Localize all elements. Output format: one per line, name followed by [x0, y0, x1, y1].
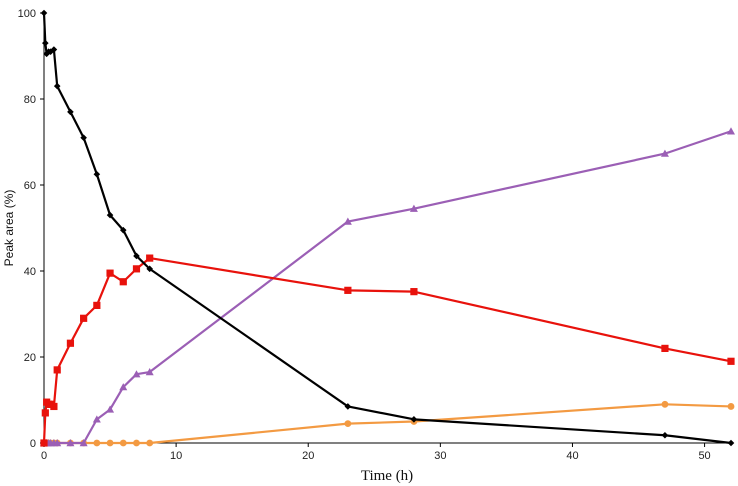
data-point-red-square [146, 254, 154, 262]
data-point-orange-circle [146, 439, 154, 447]
data-point-red-square [80, 314, 88, 322]
data-point-purple-triangle [119, 383, 128, 391]
data-point-purple-triangle [409, 204, 418, 212]
x-tick-label: 40 [566, 450, 578, 462]
data-point-black-diamond [93, 170, 101, 178]
data-point-black-diamond [146, 265, 153, 273]
y-tick-label: 20 [24, 352, 36, 364]
data-point-purple-triangle [343, 217, 352, 225]
data-point-red-square [344, 286, 352, 294]
data-point-purple-triangle [53, 439, 62, 447]
data-point-black-diamond [67, 108, 74, 116]
data-point-purple-triangle [66, 439, 75, 447]
series-line-orange-circle [44, 403, 732, 445]
data-point-red-square [132, 265, 141, 273]
data-point-black-diamond [119, 226, 127, 234]
y-tick-label: 40 [24, 266, 36, 278]
data-point-purple-triangle [132, 370, 141, 378]
data-point-orange-circle [727, 403, 735, 410]
labels: Time (h) Peak area (%) [2, 190, 413, 484]
data-point-red-square [727, 357, 735, 365]
data-point-red-square [50, 402, 58, 411]
data-point-black-diamond [410, 416, 418, 423]
data-point-black-diamond [661, 431, 669, 439]
data-point-red-square [41, 409, 49, 417]
series-line-purple-triangle [44, 130, 732, 445]
y-tick-label: 0 [30, 438, 36, 450]
series-orange-circle [40, 400, 735, 447]
x-tick-label: 0 [41, 450, 47, 462]
y-tick-label: 100 [18, 8, 36, 20]
x-tick-label: 30 [434, 450, 446, 462]
data-point-black-diamond [53, 82, 61, 90]
data-point-purple-triangle [106, 405, 115, 413]
data-point-red-square [66, 339, 75, 347]
data-point-purple-triangle [727, 127, 735, 135]
data-point-purple-triangle [79, 439, 88, 447]
data-point-purple-triangle [145, 368, 154, 376]
data-point-black-diamond [106, 211, 114, 219]
data-point-black-diamond [727, 439, 735, 447]
y-tick-label: 60 [24, 180, 36, 192]
data-point-purple-triangle [660, 149, 669, 157]
x-tick-label: 20 [302, 450, 314, 462]
data-point-red-square [106, 269, 114, 277]
data-point-red-square [53, 366, 61, 374]
series-purple-triangle [40, 127, 735, 447]
data-point-orange-circle [106, 439, 114, 447]
x-tick-label: 10 [170, 450, 182, 462]
data-point-black-diamond [80, 134, 87, 141]
data-point-red-square [410, 288, 418, 296]
y-tick-label: 80 [24, 94, 36, 106]
data-point-black-diamond [344, 403, 352, 410]
data-point-purple-triangle [92, 415, 101, 423]
data-point-orange-circle [93, 439, 101, 447]
x-axis-title: Time (h) [361, 468, 413, 484]
data-point-black-diamond [42, 39, 49, 47]
series-line-black-diamond [42, 12, 732, 445]
series-black-diamond [40, 9, 735, 447]
data-point-orange-circle [119, 439, 127, 447]
data-point-orange-circle [133, 439, 140, 447]
data-point-red-square [40, 439, 48, 447]
data-point-red-square [93, 301, 101, 309]
data-point-red-square [661, 344, 669, 352]
data-point-black-diamond [40, 9, 48, 17]
y-axis-title: Peak area (%) [2, 190, 16, 267]
data-point-orange-circle [344, 420, 352, 428]
x-tick-label: 50 [698, 450, 710, 462]
data-point-black-diamond [133, 252, 140, 260]
data-point-orange-circle [661, 400, 669, 408]
data-point-red-square [119, 278, 127, 286]
data-point-black-diamond [50, 46, 58, 53]
series-red-square [40, 254, 735, 447]
series-layer [40, 9, 735, 447]
